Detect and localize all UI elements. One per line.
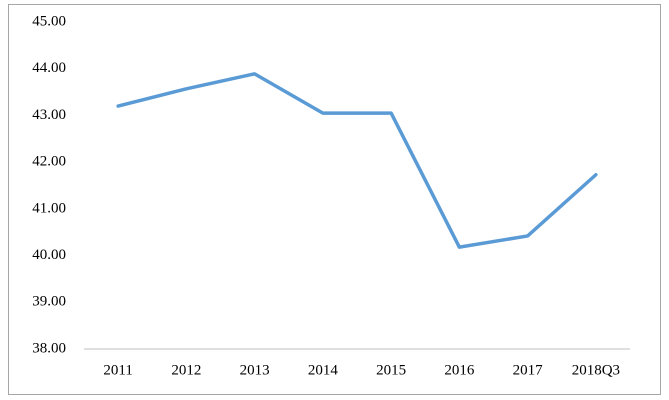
x-tick-label: 2017 [513,362,544,378]
y-tick-label: 43.00 [32,107,66,123]
y-tick-label: 40.00 [32,247,66,263]
x-tick-label: 2018Q3 [572,362,620,378]
y-tick-label: 45.00 [32,13,66,29]
x-tick-label: 2016 [444,362,475,378]
x-tick-label: 2013 [240,362,270,378]
line [116,72,598,249]
x-tick-label: 2015 [376,362,406,378]
y-tick-label: 41.00 [32,200,66,216]
y-tick-label: 39.00 [32,294,66,310]
y-tick-label: 42.00 [32,154,66,170]
y-tick-label: 38.00 [32,340,66,356]
x-tick-label: 2011 [103,362,132,378]
chart-border [8,4,661,395]
x-tick-label: 2012 [171,362,201,378]
x-tick-label: 2014 [308,362,339,378]
y-tick-label: 44.00 [32,60,66,76]
